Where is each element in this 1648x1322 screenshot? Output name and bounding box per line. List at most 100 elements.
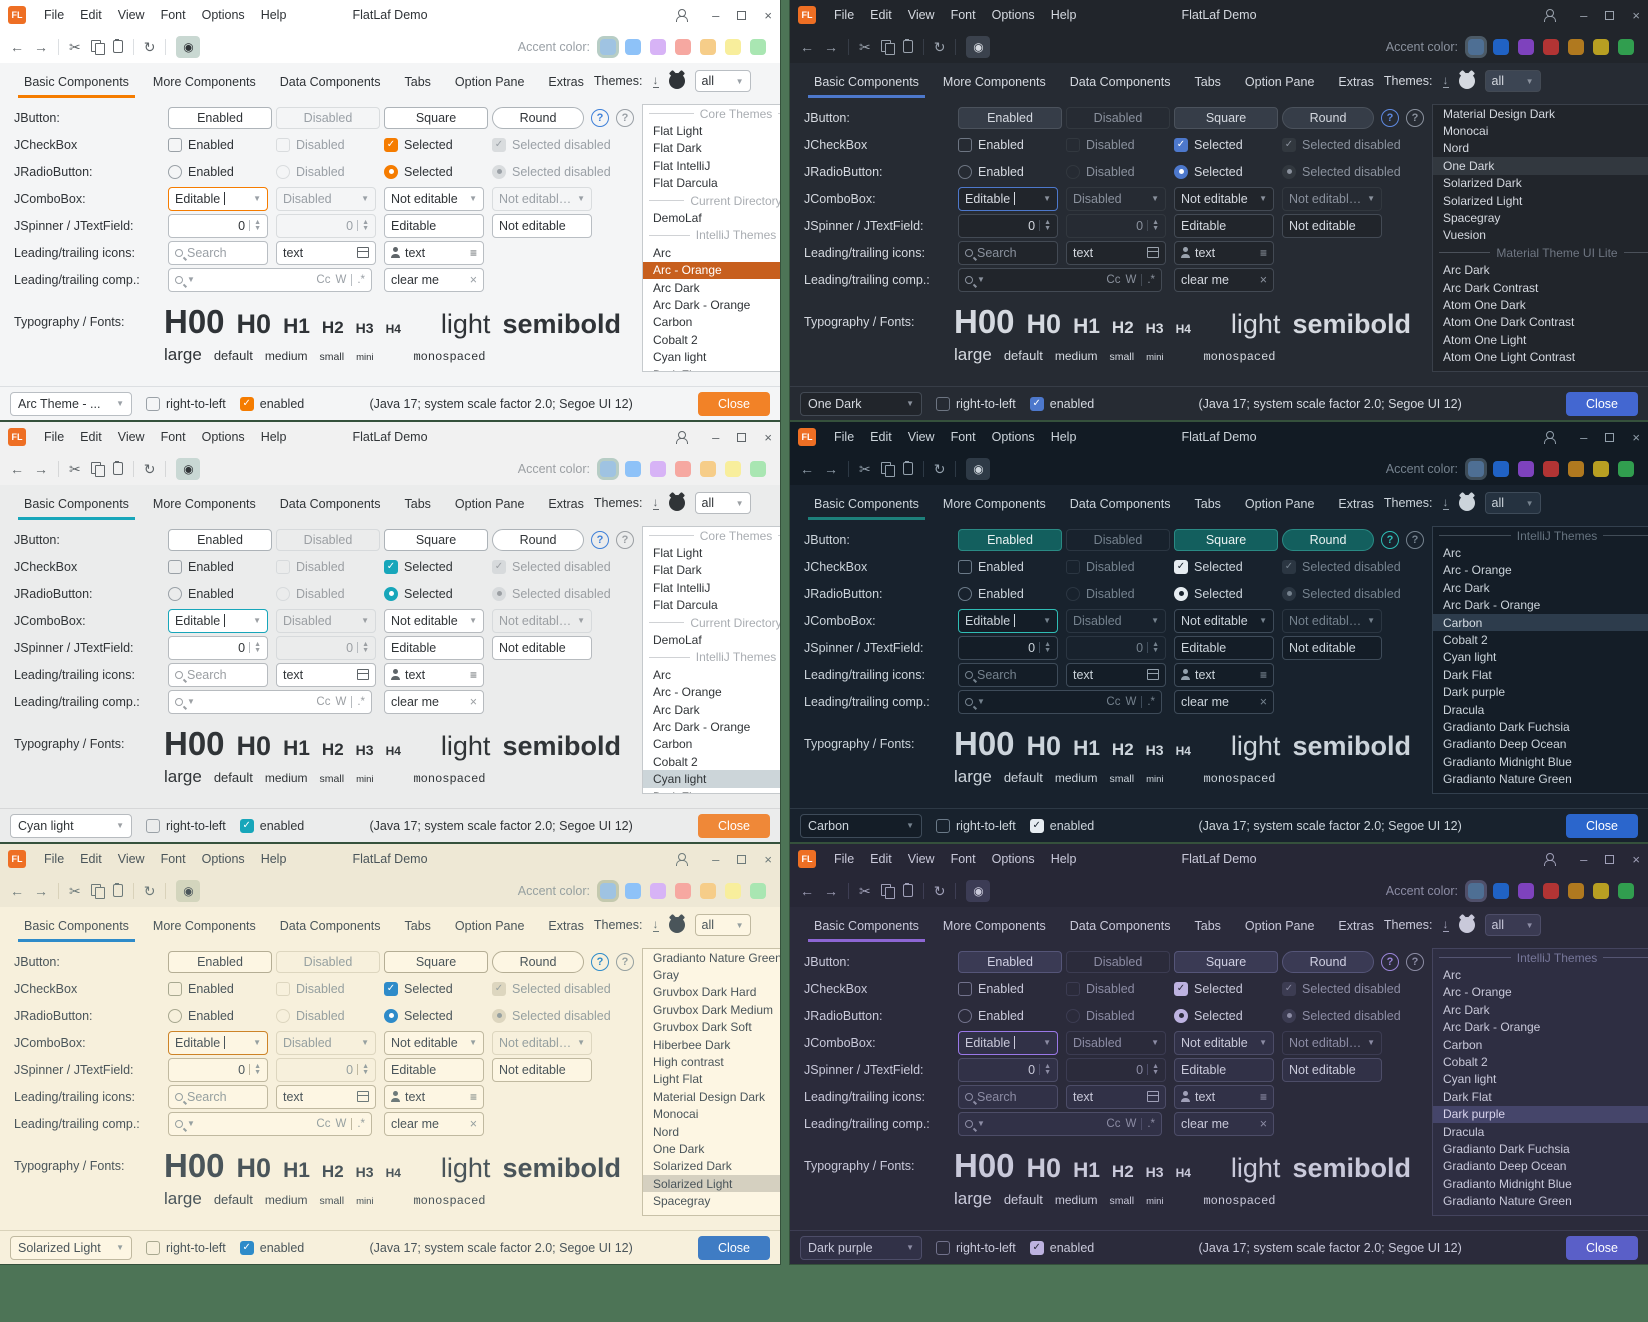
back-icon[interactable]: ← [10,882,24,899]
tab-basic-components[interactable]: Basic Components [14,67,139,98]
accent-swatch-6[interactable] [1593,460,1609,477]
menu-item-font[interactable]: Font [160,852,186,866]
text-field-with-person[interactable]: text ≡ [384,662,484,687]
menu-item-file[interactable]: File [834,8,855,22]
minimize-button[interactable]: – [1580,7,1588,23]
theme-filter-combobox[interactable]: all ▼ [1484,70,1541,92]
theme-list-item-selected[interactable]: Cyan light [643,770,780,788]
paste-icon[interactable] [112,39,123,53]
theme-list-item[interactable]: Hiberbee Dark [653,1037,731,1052]
tab-basic-components[interactable]: Basic Components [14,911,139,942]
regex-button[interactable]: .* [1147,273,1155,286]
checkbox-enabled[interactable] [168,981,182,996]
list-icon[interactable]: ≡ [469,667,477,682]
copy-icon[interactable] [880,462,895,477]
menu-item-options[interactable]: Options [201,852,245,866]
theme-list-item[interactable]: Dark purple [1443,685,1506,700]
help-button[interactable]: ? [591,530,609,549]
search-input[interactable]: Search [168,1084,268,1109]
spinner[interactable]: 0 ▲ ▼ [168,1057,268,1082]
checkbox-selected[interactable]: ✓ [384,981,398,996]
square-button[interactable]: Square [384,528,488,551]
accent-swatch-4[interactable] [675,460,691,477]
theme-list-item[interactable]: Flat Light [653,124,703,139]
theme-list-item[interactable]: Flat Darcula [653,598,718,613]
textfield-editable[interactable]: Editable [1174,213,1274,238]
round-button[interactable]: Round [492,106,584,129]
accent-swatch-3[interactable] [1518,882,1534,899]
combobox-not-editable[interactable]: Not editable ▼ [1174,1030,1274,1055]
theme-list-item-selected[interactable]: Dark purple [1433,1105,1648,1123]
right-to-left-checkbox[interactable] [146,818,160,833]
chevron-down-icon[interactable]: ▼ [1043,194,1051,203]
tab-data-components[interactable]: Data Components [279,919,381,933]
text-field-with-calendar[interactable]: text [276,240,376,265]
theme-list-item-selected[interactable]: Carbon [1433,613,1648,632]
enabled-checkbox[interactable]: ✓ [1029,396,1044,411]
tab-more-components[interactable]: More Components [942,497,1046,511]
refresh-icon[interactable]: ↻ [143,882,156,899]
theme-list-item[interactable]: Light Flat [653,1072,703,1087]
round-button[interactable]: Round [1282,106,1374,129]
textfield-not-editable[interactable]: Not editable [492,1057,592,1082]
tab-option-pane[interactable]: Option Pane [454,75,525,89]
text-field-with-calendar[interactable]: text [276,662,376,687]
menu-item-font[interactable]: Font [160,8,186,22]
square-button[interactable]: Square [384,950,488,973]
theme-list-item[interactable]: Flat Light [653,546,703,561]
help-button[interactable]: ? [1381,952,1399,971]
download-icon[interactable]: ↓ [1442,495,1449,510]
theme-list-item[interactable]: Arc Dark [1443,580,1490,595]
list-icon[interactable]: ≡ [469,245,477,260]
refresh-icon[interactable]: ↻ [933,38,946,55]
theme-list-item[interactable]: Flat IntelliJ [653,158,711,173]
accent-swatch-6[interactable] [725,882,741,899]
tab-extras[interactable]: Extras [548,75,584,89]
theme-list-item[interactable]: Cobalt 2 [653,332,698,347]
theme-list-item[interactable]: Arc Dark Contrast [1443,280,1539,295]
close-window-button[interactable]: × [1632,429,1640,445]
chevron-down-icon[interactable]: ▼ [977,275,985,284]
whole-words-button[interactable]: W [1125,273,1137,286]
clearable-input[interactable]: clear me × [1174,689,1274,714]
download-icon[interactable]: ↓ [652,495,659,510]
checkbox-enabled[interactable] [958,981,972,996]
accent-swatch-3[interactable] [650,38,666,55]
theme-list-item[interactable]: Monocai [1443,124,1489,139]
theme-list-item[interactable]: Gradianto Nature Green [653,950,780,965]
chevron-down-icon[interactable]: ▼ [187,275,195,284]
refresh-icon[interactable]: ↻ [143,38,156,55]
regex-button[interactable]: .* [1147,695,1155,708]
chevron-down-icon[interactable]: ▼ [187,1119,195,1128]
match-case-button[interactable]: Cc [1106,695,1121,708]
textfield-not-editable[interactable]: Not editable [492,635,592,660]
enabled-button[interactable]: Enabled [168,106,272,129]
textfield-not-editable[interactable]: Not editable [1282,635,1382,660]
theme-list[interactable]: IntelliJ Themes Arc Arc - Orange Arc Dark Ar… [1432,948,1648,1216]
accent-swatch-1[interactable] [1468,38,1484,55]
copy-icon[interactable] [90,884,105,899]
search-input[interactable]: Search [958,662,1058,687]
textfield-editable[interactable]: Editable [384,1057,484,1082]
menu-item-help[interactable]: Help [1050,8,1077,22]
theme-list-item[interactable]: Arc Dark [653,702,700,717]
show-hover-toggle[interactable]: ◉ [176,879,201,902]
match-case-button[interactable]: Cc [316,273,331,286]
theme-list-item[interactable]: Flat Dark [653,141,702,156]
menu-item-file[interactable]: File [44,8,65,22]
theme-filter-combobox[interactable]: all ▼ [1484,914,1541,936]
theme-list-item[interactable]: Arc [1443,546,1461,561]
radio-selected[interactable] [1174,1008,1188,1023]
theme-list-item[interactable]: Arc - Orange [1443,985,1512,1000]
accent-swatch-1[interactable] [600,38,616,55]
calendar-icon[interactable] [1147,247,1159,258]
theme-list-item[interactable]: Solarized Light [1443,193,1523,208]
regex-button[interactable]: .* [357,695,365,708]
accent-swatch-2[interactable] [625,882,641,899]
match-case-button[interactable]: Cc [1106,273,1121,286]
maximize-button[interactable] [1605,432,1615,442]
checkbox-selected[interactable]: ✓ [1174,559,1188,574]
square-button[interactable]: Square [1174,950,1278,973]
show-hover-toggle[interactable]: ◉ [966,35,991,58]
theme-list-item[interactable]: Vuesion [1443,228,1486,243]
